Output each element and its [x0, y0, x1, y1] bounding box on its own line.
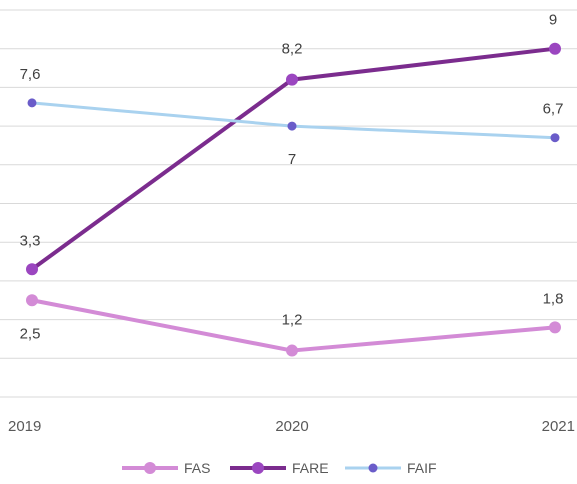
x-axis-ticks: 2019 2020 2021 — [8, 418, 575, 435]
x-tick-label: 2019 — [8, 418, 41, 435]
data-point-fas — [549, 321, 561, 334]
data-labels: 2,5 1,2 1,8 3,3 8,2 9 7,6 7 6,7 — [20, 12, 564, 343]
data-point-faif — [27, 98, 37, 108]
data-point-fas — [286, 344, 298, 357]
series-lines — [26, 42, 561, 357]
data-label-faif: 7 — [288, 151, 296, 168]
data-label-fare: 3,3 — [20, 232, 41, 249]
data-label-fas: 2,5 — [20, 325, 41, 342]
data-point-fare — [286, 73, 298, 86]
data-label-fare: 8,2 — [282, 41, 303, 58]
legend-label-faif: FAIF — [407, 460, 437, 476]
legend-label-fas: FAS — [184, 460, 210, 476]
data-label-faif: 7,6 — [20, 66, 41, 83]
data-point-fare — [549, 42, 561, 55]
data-label-fas: 1,8 — [543, 290, 564, 307]
x-tick-label: 2020 — [275, 418, 308, 435]
data-label-fas: 1,2 — [282, 312, 303, 329]
legend-marker-faif — [368, 463, 378, 473]
data-label-faif: 6,7 — [543, 101, 564, 118]
data-point-fare — [26, 263, 38, 276]
legend-marker-fas — [144, 462, 156, 474]
x-tick-label: 2021 — [542, 418, 575, 435]
data-point-fas — [26, 294, 38, 307]
gridlines — [0, 9, 577, 398]
data-point-faif — [287, 121, 297, 131]
legend-marker-fare — [252, 462, 264, 474]
series-line-faif — [30, 101, 557, 140]
legend: FAS FARE FAIF — [122, 460, 437, 476]
data-point-faif — [550, 133, 560, 143]
data-label-fare: 9 — [549, 12, 557, 29]
legend-label-fare: FARE — [292, 460, 329, 476]
